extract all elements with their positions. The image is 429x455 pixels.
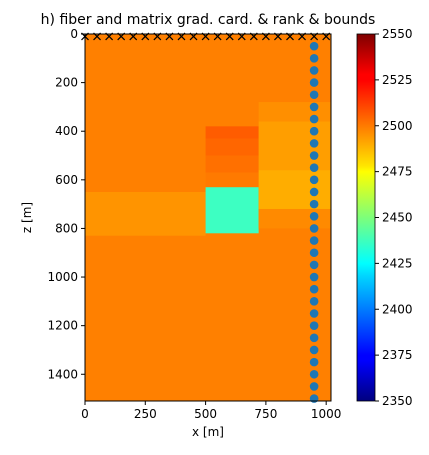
x-tick-label: 750 (254, 407, 277, 421)
heatmap-region (258, 170, 331, 209)
colorbar-tick-label: 2425 (382, 256, 413, 270)
receiver-point (309, 272, 319, 282)
y-tick-label: 1400 (47, 367, 78, 381)
receiver-point (309, 78, 319, 87)
heatmap-regions (85, 102, 331, 236)
receiver-point (309, 382, 319, 391)
receiver-point (309, 199, 319, 209)
colorbar-tick-label: 2450 (382, 211, 413, 225)
receiver-point (309, 114, 319, 124)
x-tick-label: 500 (194, 407, 217, 421)
colorbar-tick-label: 2350 (382, 394, 413, 408)
colorbar-tick-label: 2400 (382, 302, 413, 316)
colorbar-tick-label: 2475 (382, 165, 413, 179)
receiver-point (309, 163, 319, 172)
heatmap-region (205, 138, 259, 156)
heatmap-region (85, 191, 206, 236)
receiver-point (309, 187, 319, 197)
receiver-point (309, 284, 319, 294)
heatmap-region (258, 102, 331, 122)
x-tick-label: 1000 (311, 407, 342, 421)
x-tick-label: 250 (134, 407, 157, 421)
receiver-point (309, 54, 319, 63)
heatmap-region (258, 208, 331, 229)
receiver-point (309, 394, 319, 403)
colorbar-gradient (356, 33, 376, 402)
receiver-point (309, 369, 319, 379)
y-tick-label: 400 (55, 124, 78, 138)
receiver-point (309, 236, 319, 245)
heatmap-region (258, 121, 331, 171)
receiver-point (309, 102, 319, 112)
heatmap-region (205, 187, 259, 234)
x-axis: 0 250 500 750 1000 (81, 401, 341, 421)
colorbar-ticks: 2350 2375 2400 2425 2450 2475 2500 2525 2550 (375, 27, 413, 408)
receiver-point (309, 211, 319, 221)
receiver-point (309, 333, 319, 343)
receiver-point (309, 260, 319, 270)
colorbar-tick-label: 2550 (382, 27, 413, 41)
heatmap-region (205, 155, 259, 173)
receiver-point (309, 321, 319, 330)
receiver-point (309, 357, 319, 367)
colorbar-tick-label: 2375 (382, 348, 413, 362)
x-axis-label: x [m] (192, 425, 224, 439)
receiver-point (309, 175, 319, 185)
y-axis-label: z [m] (20, 202, 34, 233)
receiver-point (309, 309, 319, 318)
colorbar-tick-label: 2500 (382, 119, 413, 133)
y-tick-label: 200 (55, 76, 78, 90)
receiver-point (309, 224, 319, 233)
plot-area (81, 32, 332, 403)
receiver-point (309, 297, 319, 306)
y-tick-label: 800 (55, 221, 78, 235)
plot-frame (84, 33, 332, 402)
colorbar-tick-label: 2525 (382, 73, 413, 87)
receiver-point (309, 139, 319, 148)
receiver-point (309, 41, 319, 51)
receiver-point (309, 248, 319, 258)
heatmap-region (205, 172, 259, 188)
receiver-point (309, 90, 319, 100)
receiver-point (309, 66, 319, 75)
y-tick-label: 1000 (47, 270, 78, 284)
y-axis: 0 200 400 600 800 1000 1200 1400 (47, 27, 85, 381)
x-tick-label: 0 (81, 407, 89, 421)
y-tick-label: 0 (70, 27, 78, 41)
chart-title: h) fiber and matrix grad. card. & rank &… (41, 12, 376, 28)
y-tick-label: 600 (55, 173, 78, 187)
receiver-point (309, 345, 319, 355)
receiver-point (309, 151, 319, 160)
y-tick-label: 1200 (47, 319, 78, 333)
heatmap-region (205, 126, 259, 139)
receiver-point (309, 126, 319, 136)
colorbar: 2350 2375 2400 2425 2450 2475 2500 2525 2550 (356, 27, 413, 408)
